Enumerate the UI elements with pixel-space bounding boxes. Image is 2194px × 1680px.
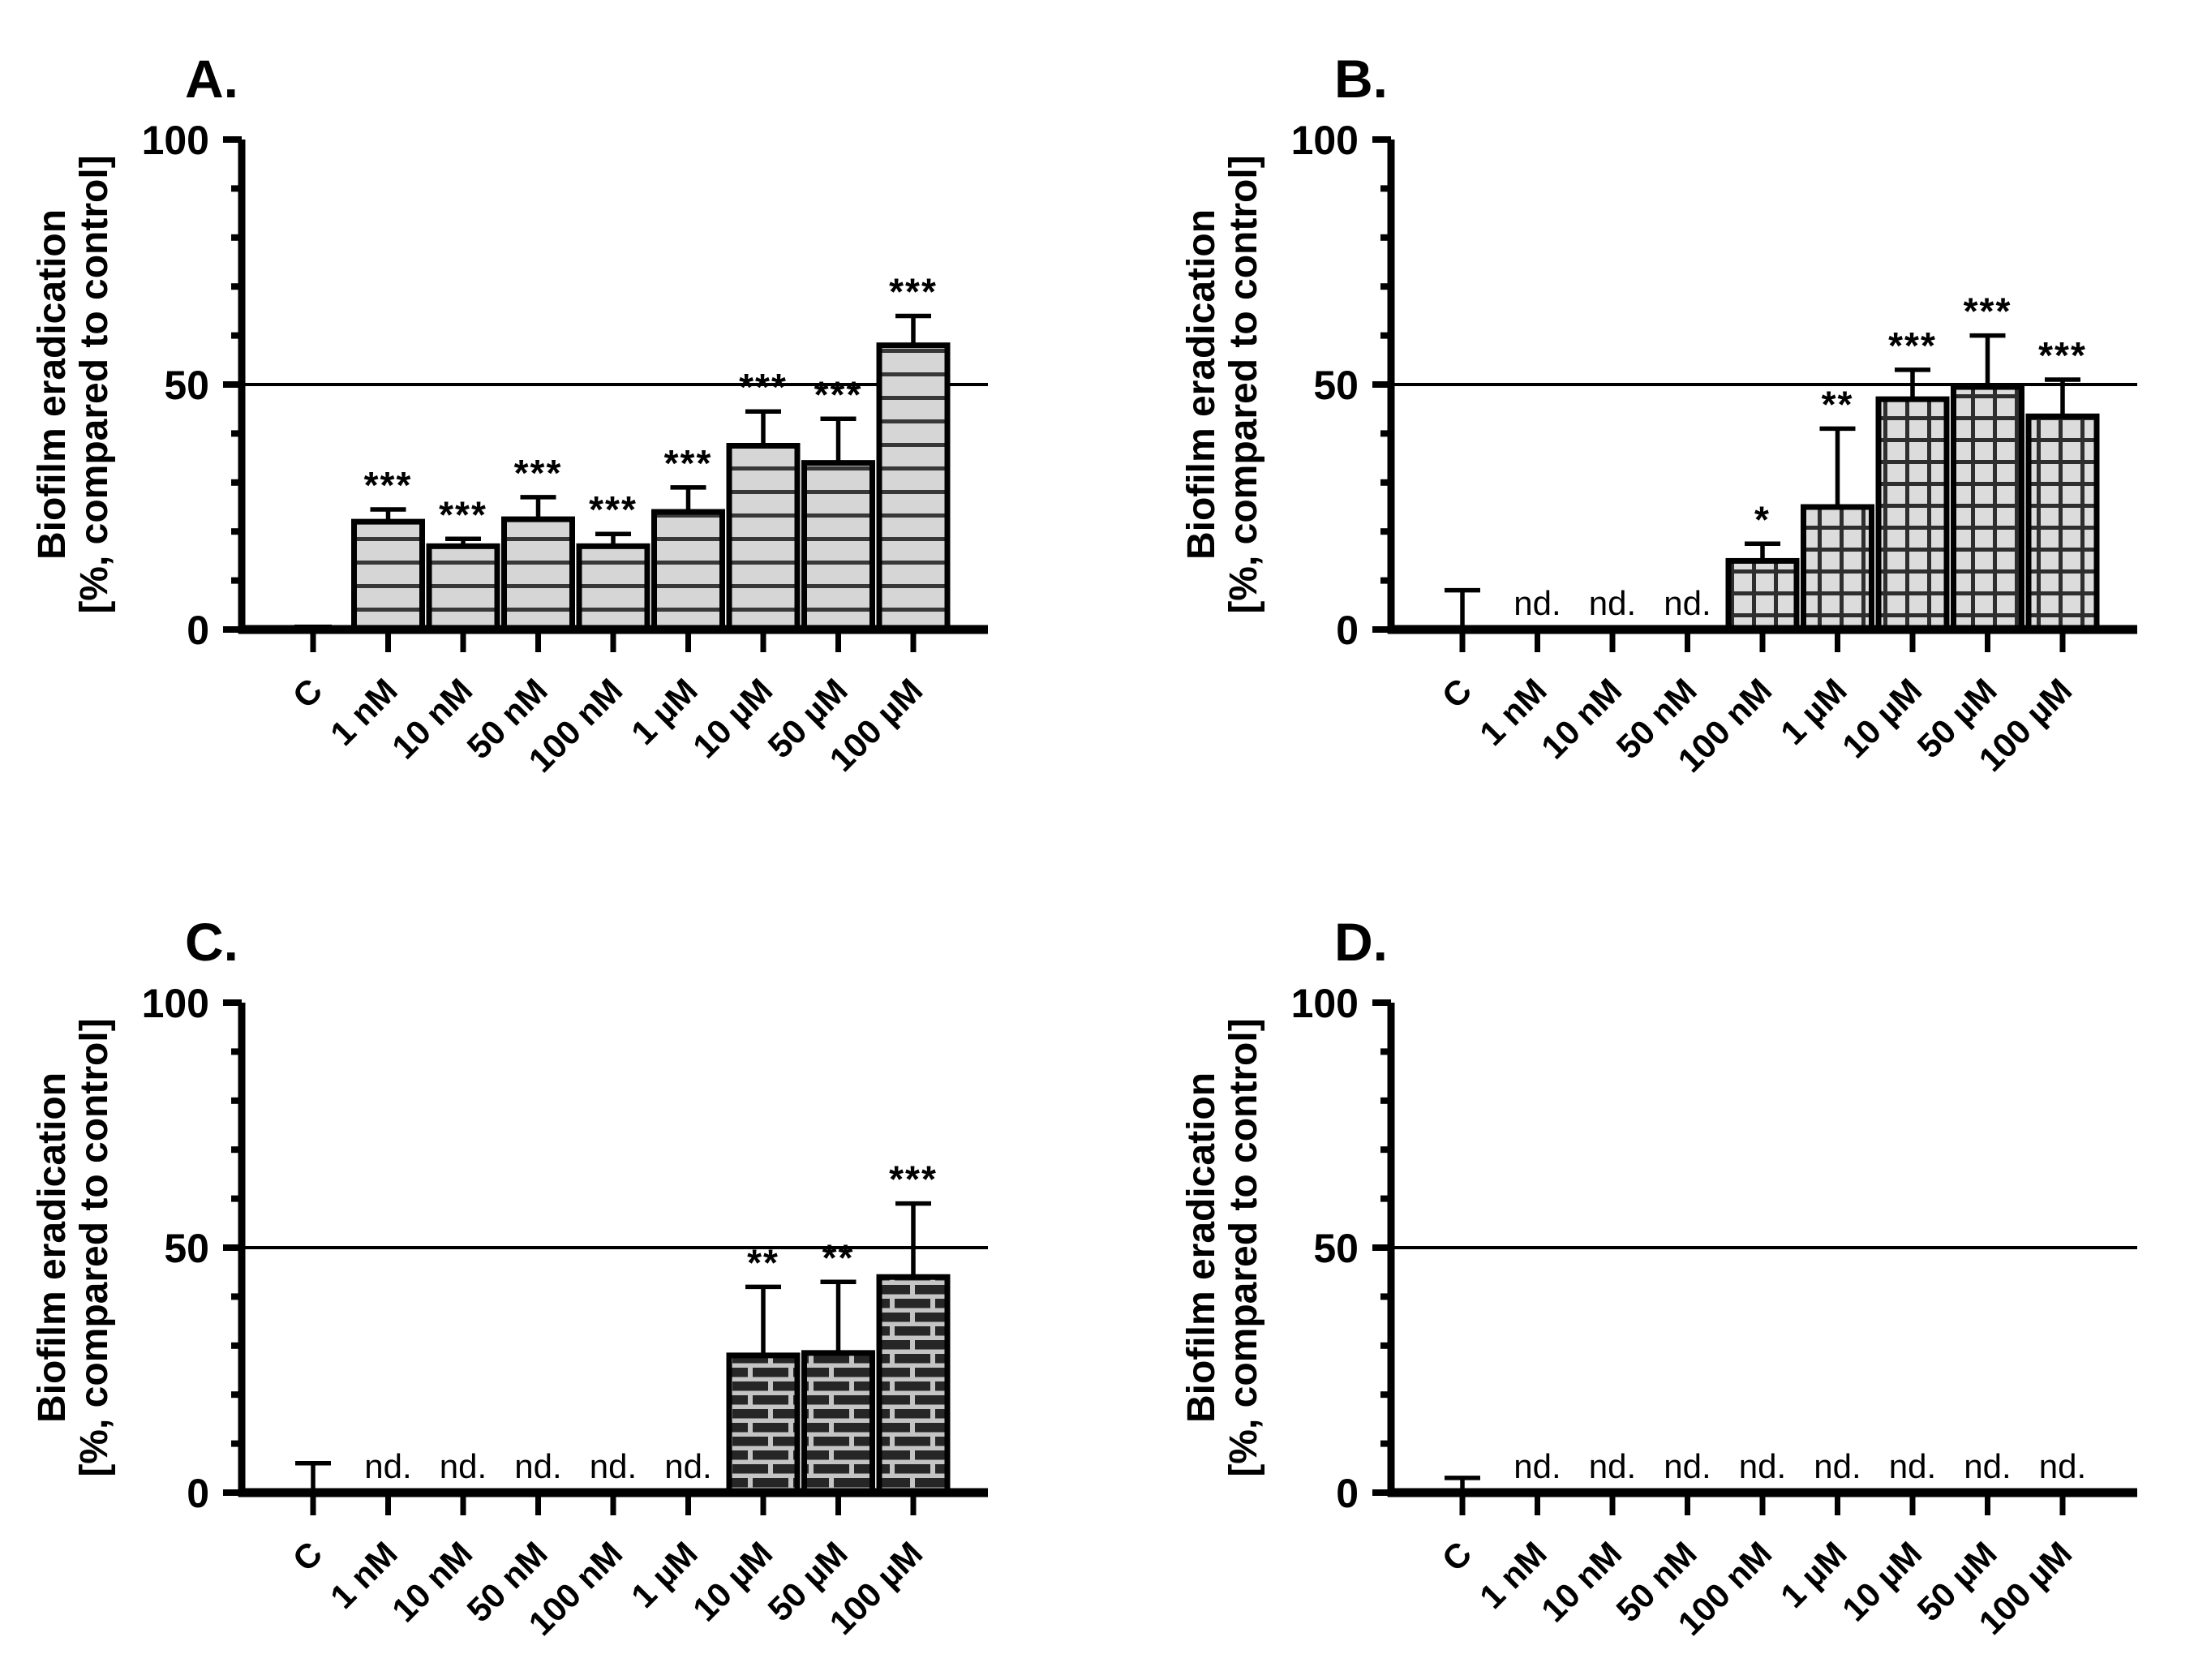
- nd-label-100-nm: nd.: [1739, 1447, 1786, 1485]
- bar-50-um: [801, 460, 875, 633]
- bar-100-nm: [576, 543, 650, 633]
- y-tick-label-0: 0: [1336, 1471, 1359, 1516]
- y-tick-label-0: 0: [187, 608, 209, 653]
- significance-10-um: **: [747, 1241, 779, 1283]
- y-tick-label-0: 0: [187, 1471, 209, 1516]
- nd-label-10-nm: nd.: [1589, 1447, 1636, 1485]
- nd-label-1-um: nd.: [664, 1447, 711, 1485]
- significance-1-nm: ***: [364, 464, 413, 506]
- bar-100-um: [876, 342, 951, 633]
- nd-label-10-nm: nd.: [440, 1447, 487, 1485]
- y-tick-label-100: 100: [142, 981, 209, 1026]
- x-label-c: C: [286, 1534, 330, 1579]
- significance-100-nm: ***: [589, 488, 638, 531]
- significance-1-um: **: [1822, 383, 1854, 425]
- panel-A: C***1 nM***10 nM***50 nM***100 nM***1 µM…: [31, 49, 988, 780]
- bar-1-nm: [351, 518, 425, 633]
- y-tick-label-0: 0: [1336, 608, 1359, 653]
- significance-50-um: ***: [1964, 290, 2012, 333]
- nd-label-100-um: nd.: [2039, 1447, 2086, 1485]
- y-tick-label-100: 100: [142, 118, 209, 163]
- bar-10-nm: [426, 543, 500, 633]
- x-label-10-um: 10 µM: [1835, 1534, 1929, 1628]
- significance-10-um: ***: [1888, 324, 1937, 367]
- x-label-c: C: [286, 671, 330, 715]
- y-tick-label-50: 50: [164, 363, 209, 408]
- y-tick-label-50: 50: [164, 1226, 209, 1271]
- bar-10-um: [726, 443, 801, 633]
- bar-50-um: [1951, 384, 2024, 633]
- nd-label-1-nm: nd.: [364, 1447, 411, 1485]
- nd-label-50-nm: nd.: [1664, 584, 1711, 622]
- bar-10-um: [726, 1352, 801, 1496]
- bar-100-um: [876, 1274, 951, 1496]
- x-label-10-nm: 10 nM: [384, 1534, 479, 1629]
- bar-10-um: [1875, 396, 1950, 633]
- panel-title: D.: [1334, 912, 1388, 972]
- x-label-10-nm: 10 nM: [1534, 1534, 1629, 1629]
- nd-label-1-um: nd.: [1814, 1447, 1861, 1485]
- y-axis-title-line1: Biofilm eradication: [31, 209, 74, 560]
- bar-100-um: [2025, 413, 2100, 633]
- significance-10-nm: ***: [439, 493, 487, 535]
- significance-100-um: ***: [889, 270, 938, 312]
- y-axis-title-line1: Biofilm eradication: [1180, 1072, 1223, 1423]
- significance-50-um: ***: [814, 373, 863, 415]
- panel-title: A.: [185, 49, 238, 109]
- significance-10-um: ***: [739, 366, 788, 408]
- y-axis-title-line1: Biofilm eradication: [1180, 209, 1223, 560]
- panels-root: C***1 nM***10 nM***50 nM***100 nM***1 µM…: [31, 49, 2137, 1643]
- significance-1-um: ***: [664, 442, 713, 484]
- x-label-10-nm: 10 nM: [384, 671, 479, 766]
- y-axis-title-line2: [%, compared to control]: [73, 155, 116, 613]
- bar-50-nm: [501, 516, 575, 633]
- nd-label-50-nm: nd.: [1664, 1447, 1711, 1485]
- x-label-10-um: 10 µM: [685, 1534, 779, 1628]
- significance-100-um: ***: [2038, 334, 2087, 376]
- y-axis-title-line2: [%, compared to control]: [1222, 1018, 1265, 1476]
- bar-1-um: [1801, 504, 1874, 633]
- y-axis-title-line2: [%, compared to control]: [1222, 155, 1265, 613]
- x-label-c: C: [1435, 1534, 1479, 1579]
- bar-1-um: [651, 509, 725, 633]
- significance-100-nm: *: [1754, 498, 1771, 540]
- significance-100-um: ***: [889, 1158, 938, 1201]
- nd-label-1-nm: nd.: [1513, 584, 1561, 622]
- significance-50-um: **: [822, 1236, 855, 1278]
- x-label-c: C: [1435, 671, 1479, 715]
- bar-50-um: [801, 1350, 875, 1496]
- x-label-10-um: 10 µM: [685, 671, 779, 765]
- nd-label-1-nm: nd.: [1513, 1447, 1561, 1485]
- y-tick-label-50: 50: [1313, 363, 1359, 408]
- y-tick-label-100: 100: [1291, 118, 1359, 163]
- y-axis-title-line2: [%, compared to control]: [73, 1018, 116, 1476]
- nd-label-50-um: nd.: [1964, 1447, 2011, 1485]
- panel-title: B.: [1334, 49, 1388, 109]
- nd-label-10-nm: nd.: [1589, 584, 1636, 622]
- x-label-10-nm: 10 nM: [1534, 671, 1629, 766]
- bar-100-nm: [1725, 557, 1800, 633]
- nd-label-100-nm: nd.: [590, 1447, 637, 1485]
- y-axis-title-line1: Biofilm eradication: [31, 1072, 74, 1423]
- nd-label-50-nm: nd.: [514, 1447, 561, 1485]
- significance-50-nm: ***: [514, 452, 563, 494]
- y-tick-label-50: 50: [1313, 1226, 1359, 1271]
- panel-title: C.: [185, 912, 238, 972]
- x-label-10-um: 10 µM: [1835, 671, 1929, 765]
- nd-label-10-um: nd.: [1889, 1447, 1936, 1485]
- y-tick-label-100: 100: [1291, 981, 1359, 1026]
